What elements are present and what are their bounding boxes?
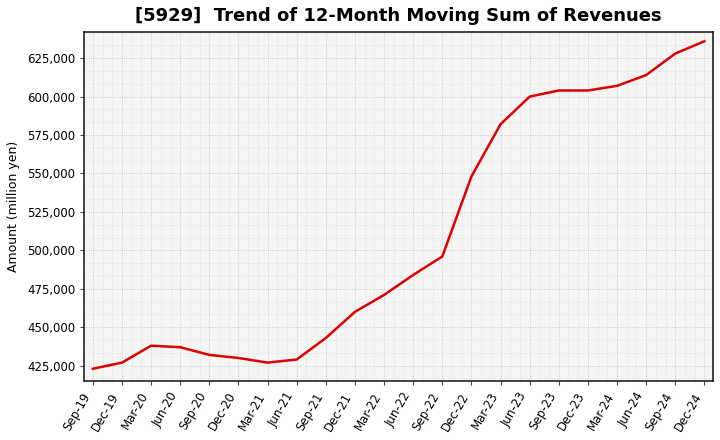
Title: [5929]  Trend of 12-Month Moving Sum of Revenues: [5929] Trend of 12-Month Moving Sum of R…	[135, 7, 662, 25]
Y-axis label: Amount (million yen): Amount (million yen)	[7, 141, 20, 272]
